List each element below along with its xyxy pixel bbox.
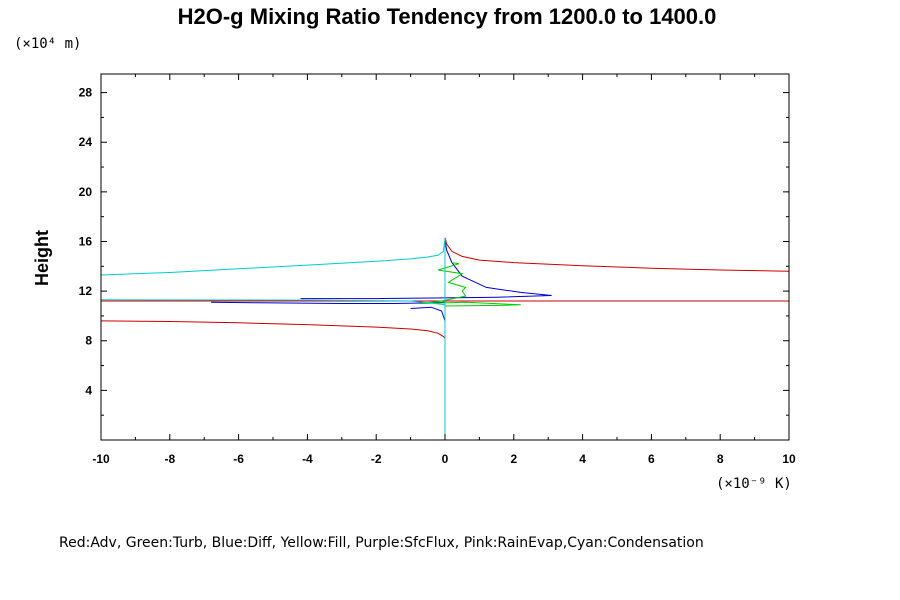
y-axis-unit: (×10⁴ m) [14, 36, 81, 52]
x-axis-unit: (×10⁻⁹ K) [716, 476, 792, 492]
x-tick-label: 0 [442, 452, 449, 466]
chart-title: H2O-g Mixing Ratio Tendency from 1200.0 … [178, 4, 717, 29]
x-tick-label: -8 [164, 452, 175, 466]
x-tick-label: 10 [782, 452, 796, 466]
x-tick-label: 2 [510, 452, 517, 466]
y-tick-label: 16 [79, 234, 93, 248]
y-tick-label: 4 [85, 383, 92, 397]
y-tick-label: 8 [85, 334, 92, 348]
series-condensation-line-2 [100, 238, 446, 276]
series-condensation-line-3 [100, 299, 446, 306]
x-tick-label: 8 [717, 452, 724, 466]
y-axis-label: Height [32, 230, 52, 286]
legend-text: Red:Adv, Green:Turb, Blue:Diff, Yellow:F… [59, 535, 704, 551]
y-tick-label: 12 [79, 284, 93, 298]
x-tick-label: 4 [579, 452, 586, 466]
series-layer [100, 237, 790, 440]
series-adv-line-3 [444, 237, 790, 272]
x-tick-label: -6 [233, 452, 244, 466]
series-diff-line-3 [300, 240, 552, 300]
series-diff-line-1 [211, 301, 446, 304]
x-tick-label: -10 [92, 452, 110, 466]
x-tick-label: -4 [302, 452, 313, 466]
x-tick-label: -2 [371, 452, 382, 466]
y-tick-label: 28 [79, 86, 93, 100]
series-adv-line-1 [100, 320, 446, 339]
y-tick-label: 20 [79, 185, 93, 199]
y-tick-label: 24 [79, 135, 93, 149]
series-diff-line-2 [410, 306, 446, 322]
x-tick-label: 6 [648, 452, 655, 466]
series-turb-line-1 [420, 262, 521, 307]
